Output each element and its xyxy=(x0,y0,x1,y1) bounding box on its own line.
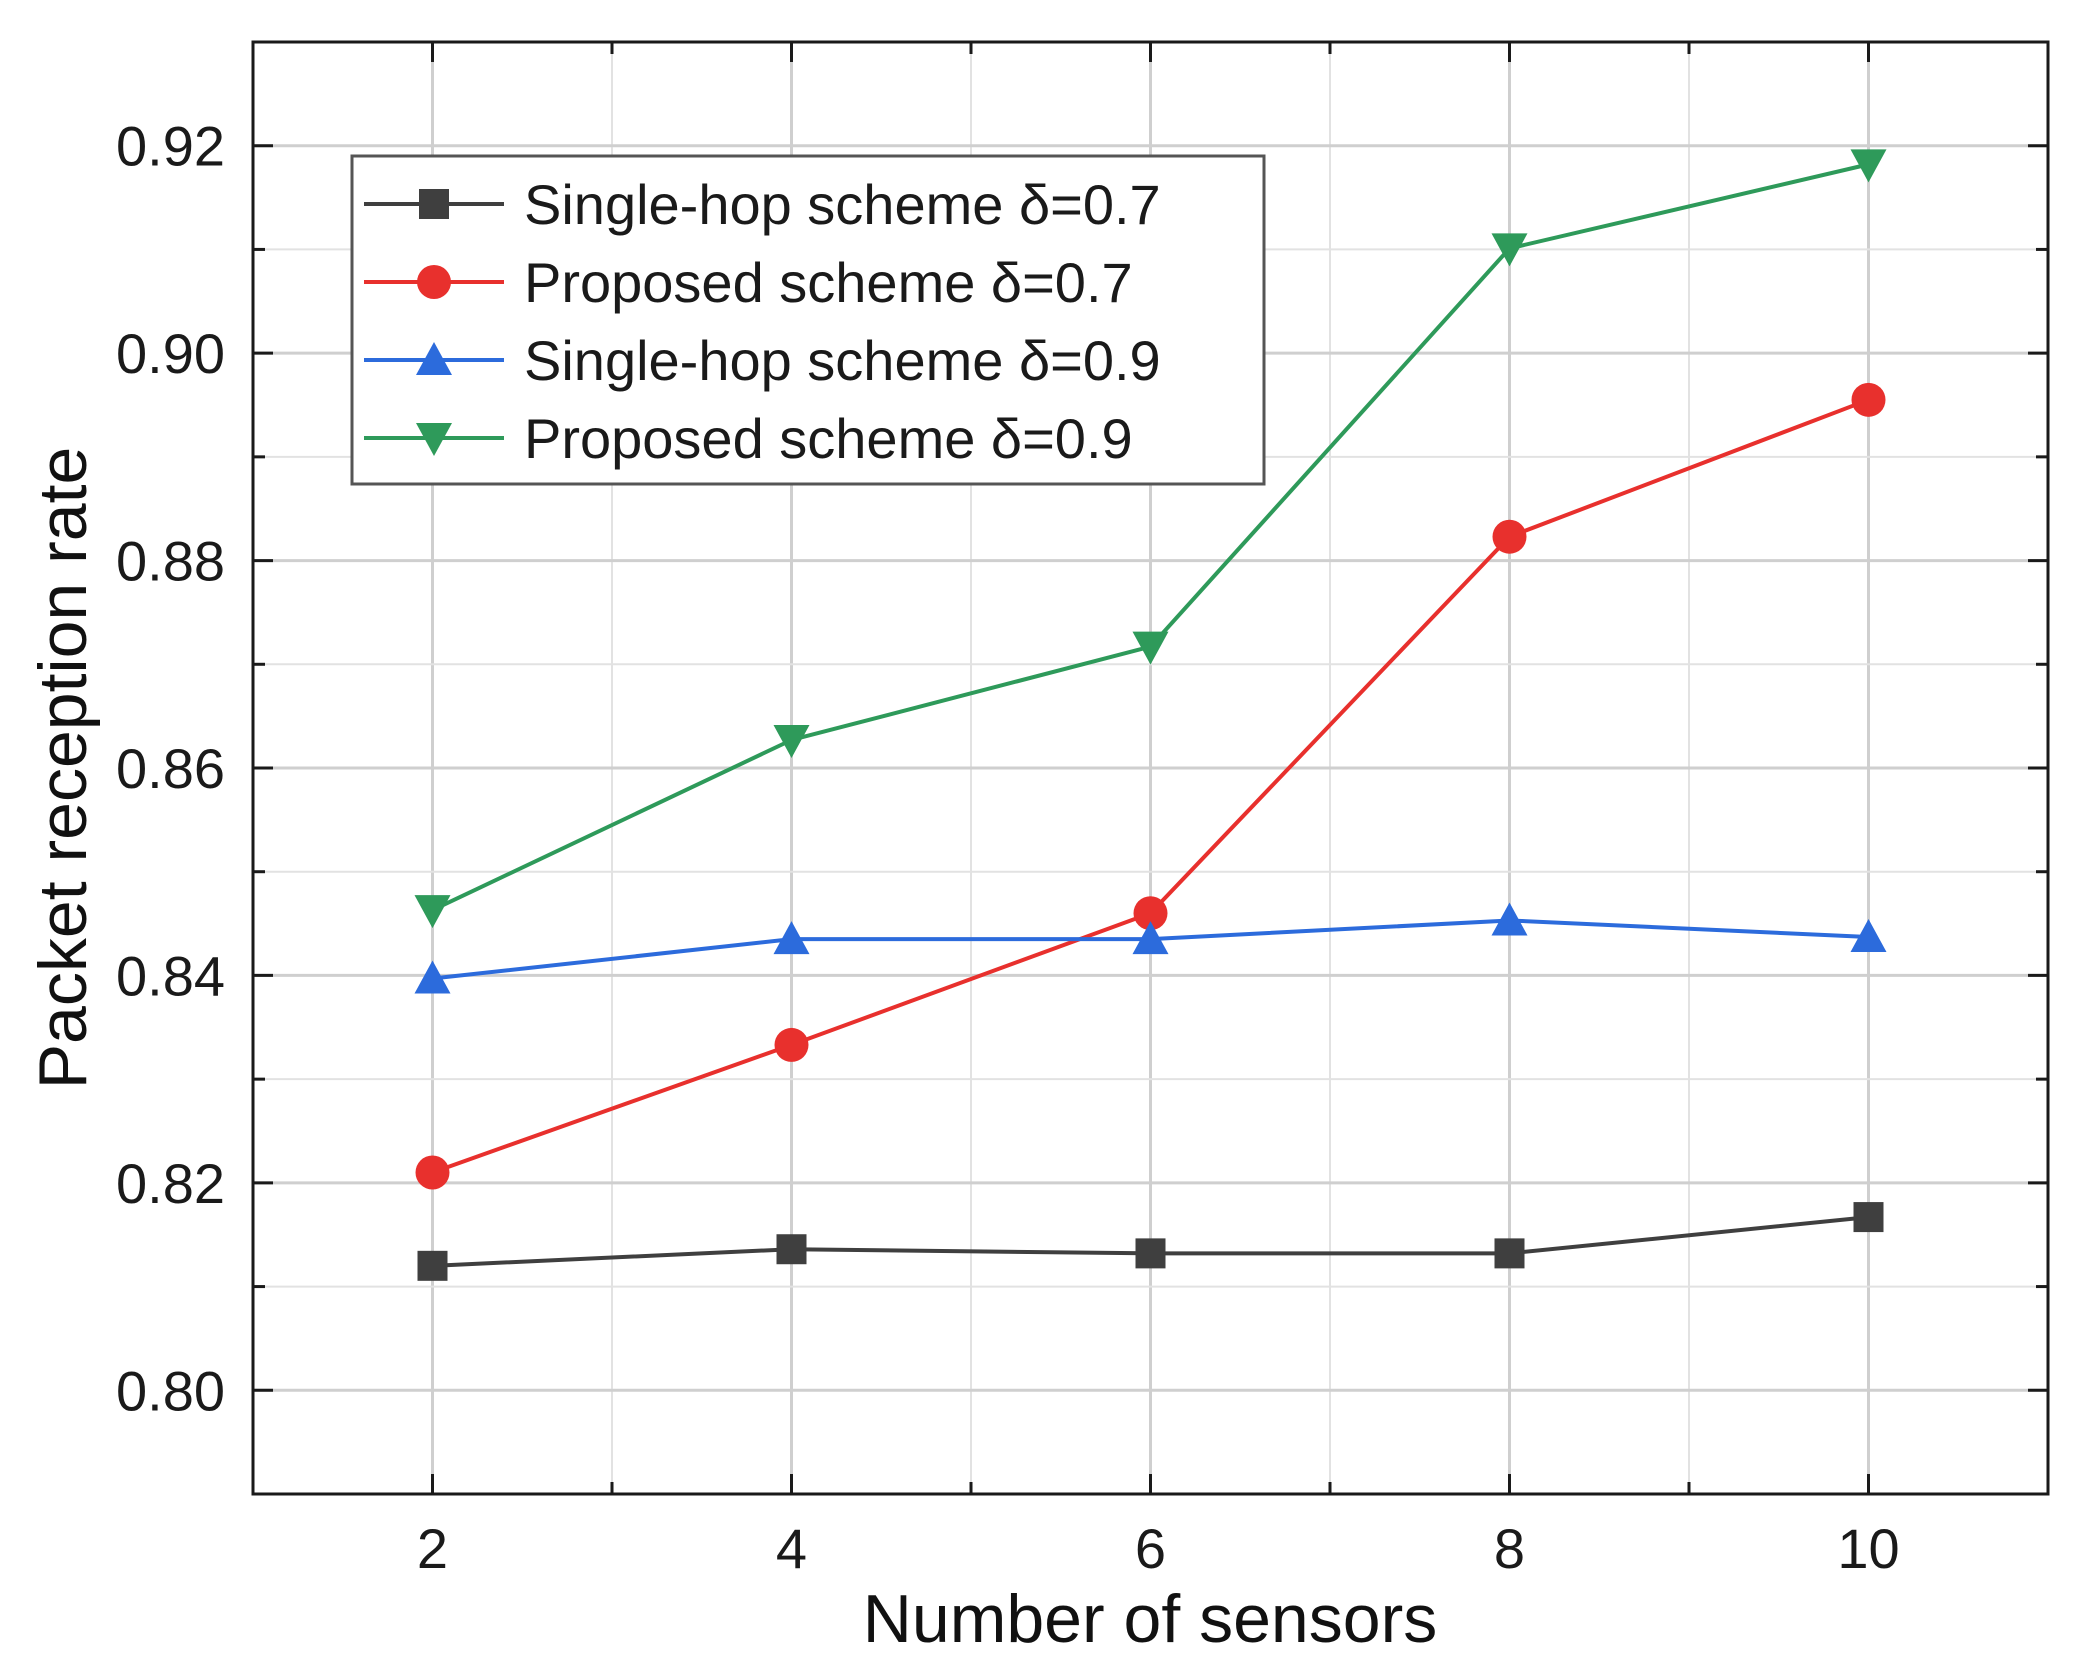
data-point xyxy=(1132,921,1169,955)
data-point xyxy=(1491,902,1528,936)
x-tick-label: 4 xyxy=(776,1517,807,1580)
data-point xyxy=(415,1155,450,1190)
y-tick-label: 0.92 xyxy=(116,115,225,178)
data-point xyxy=(417,1250,448,1281)
data-point xyxy=(774,1027,809,1062)
data-point xyxy=(1492,519,1527,554)
data-point xyxy=(773,921,810,955)
y-tick-label: 0.82 xyxy=(116,1152,225,1215)
data-point xyxy=(776,1234,807,1265)
y-tick-label: 0.80 xyxy=(116,1359,225,1422)
legend-label: Proposed scheme δ=0.9 xyxy=(524,407,1133,470)
legend-label: Single-hop scheme δ=0.9 xyxy=(524,329,1161,392)
legend-item: Single-hop scheme δ=0.9 xyxy=(364,329,1161,392)
x-tick-label: 2 xyxy=(417,1517,448,1580)
legend-box xyxy=(350,154,1266,486)
data-point xyxy=(1135,1238,1166,1269)
data-point xyxy=(1491,233,1528,267)
y-tick-label: 0.88 xyxy=(116,530,225,593)
legend-item: Single-hop scheme δ=0.7 xyxy=(364,173,1161,236)
data-point xyxy=(1132,631,1169,665)
data-point xyxy=(773,724,810,758)
legend-marker xyxy=(417,265,451,299)
data-point xyxy=(1850,919,1887,953)
legend-label: Proposed scheme δ=0.7 xyxy=(524,251,1133,314)
grid xyxy=(253,42,2048,1494)
legend-label: Single-hop scheme δ=0.7 xyxy=(524,173,1161,236)
axis-ticks: 2 4 6 8 10 0.80 0.82 0.84 0.86 0.88 0.90 0.92 xyxy=(116,42,2048,1580)
series-group xyxy=(414,149,1887,1281)
data-point xyxy=(1133,896,1168,931)
data-point xyxy=(1853,1202,1884,1233)
legend: Single-hop scheme δ=0.7 Proposed scheme δ… xyxy=(350,154,1266,486)
y-tick-label: 0.86 xyxy=(116,737,225,800)
x-tick-label: 10 xyxy=(1837,1517,1899,1580)
series-2 xyxy=(415,382,1886,1190)
y-axis-title: Packet reception rate xyxy=(25,447,101,1090)
y-tick-label: 0.90 xyxy=(116,322,225,385)
y-tick-label: 0.84 xyxy=(116,944,225,1007)
legend-marker xyxy=(419,189,449,219)
x-tick-label: 8 xyxy=(1494,1517,1525,1580)
data-point xyxy=(414,895,451,929)
data-point xyxy=(1851,382,1886,417)
x-axis-title: Number of sensors xyxy=(863,1581,1437,1657)
series-3 xyxy=(414,902,1887,994)
x-tick-label: 6 xyxy=(1135,1517,1166,1580)
series-1 xyxy=(417,1202,1884,1281)
legend-item: Proposed scheme δ=0.7 xyxy=(364,251,1133,314)
legend-marker xyxy=(416,342,452,375)
series-4 xyxy=(414,149,1887,929)
data-point xyxy=(414,960,451,994)
data-point xyxy=(1494,1238,1525,1269)
legend-item: Proposed scheme δ=0.9 xyxy=(364,407,1133,470)
data-point xyxy=(1850,149,1887,183)
legend-marker xyxy=(416,423,452,456)
